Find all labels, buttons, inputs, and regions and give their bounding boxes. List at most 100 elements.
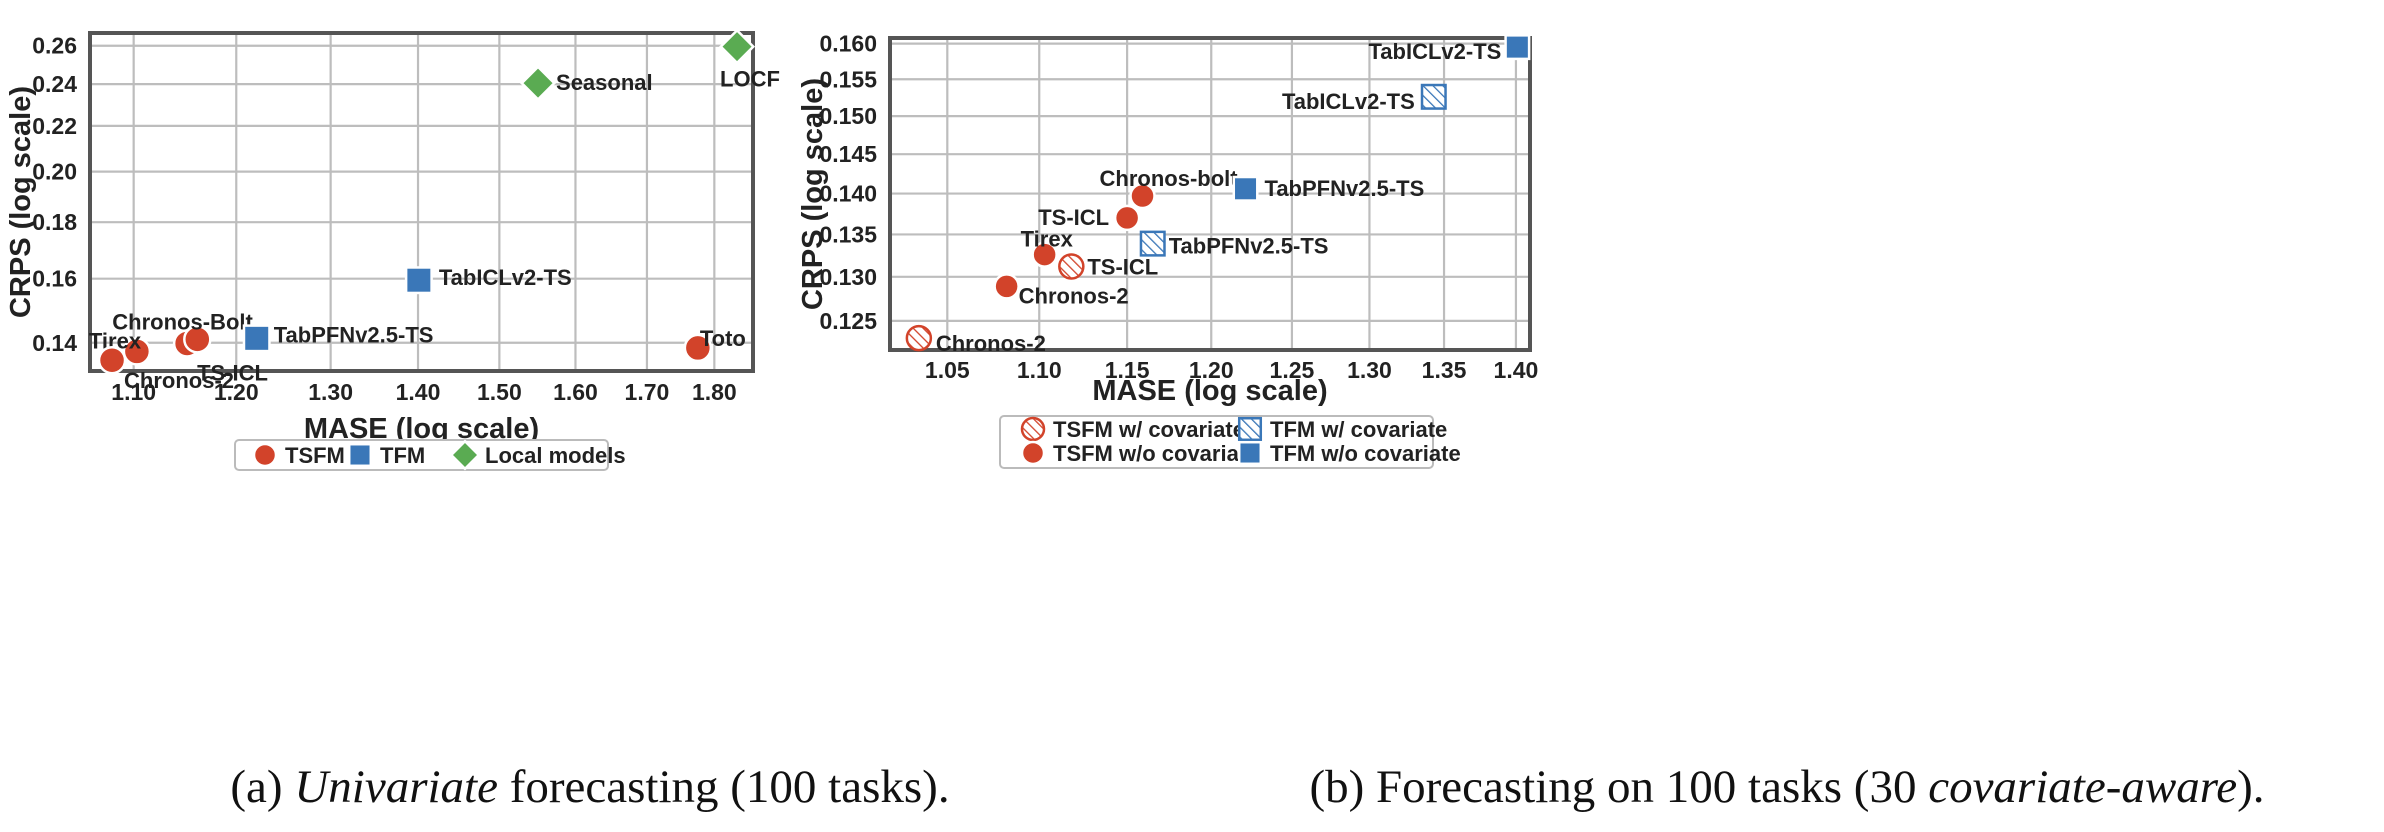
point-label: LOCF bbox=[720, 67, 780, 92]
x-tick-label: 1.40 bbox=[396, 379, 441, 405]
y-tick-label: 0.16 bbox=[32, 266, 77, 292]
caption-a-prefix: (a) bbox=[230, 761, 295, 813]
data-point-tabpfnv2-5-ts bbox=[1139, 230, 1166, 257]
data-point-tirex bbox=[1031, 241, 1058, 268]
caption-b-emphasis: covariate-aware bbox=[1928, 761, 2238, 813]
y-tick-label: 0.155 bbox=[819, 66, 877, 92]
caption-a-emphasis: Univariate bbox=[294, 761, 498, 813]
x-tick-label: 1.50 bbox=[477, 379, 522, 405]
data-point-chronos-bolt bbox=[1129, 182, 1156, 210]
data-point-toto bbox=[683, 333, 713, 363]
caption-a-suffix: forecasting (100 tasks). bbox=[497, 761, 950, 813]
x-tick-label: 1.20 bbox=[1189, 357, 1234, 383]
data-point-tabiclv2-ts bbox=[1420, 83, 1447, 110]
y-tick-label: 0.140 bbox=[819, 181, 877, 207]
legend-label: Local models bbox=[485, 443, 626, 468]
plot-frame bbox=[88, 31, 755, 373]
point-label: Chronos-2 bbox=[1019, 283, 1129, 308]
point-label: TS-ICL bbox=[1087, 254, 1158, 279]
y-tick-label: 0.24 bbox=[32, 71, 77, 97]
x-tick-label: 1.80 bbox=[692, 379, 737, 405]
legend-label: TSFM w/ covariate bbox=[1053, 417, 1245, 442]
legend-marker bbox=[1237, 416, 1263, 442]
point-label: Chronos-2 bbox=[124, 368, 234, 393]
caption-b-prefix: (b) Forecasting on 100 tasks (30 bbox=[1309, 761, 1929, 813]
y-axis-label: CRPS (log scale) bbox=[797, 78, 829, 310]
legend-box bbox=[999, 415, 1434, 469]
point-label: TabPFNv2.5-TS bbox=[274, 322, 434, 347]
y-tick-label: 0.150 bbox=[819, 103, 877, 129]
caption-b-suffix: ). bbox=[2237, 761, 2265, 813]
legend-label: TSFM bbox=[285, 443, 345, 468]
y-tick-label: 0.135 bbox=[819, 221, 877, 247]
point-label: Chronos-bolt bbox=[1100, 166, 1239, 191]
data-point-chronos-bolt bbox=[183, 325, 212, 354]
x-tick-label: 1.15 bbox=[1105, 357, 1150, 383]
legend-marker bbox=[449, 439, 481, 471]
x-tick-label: 1.35 bbox=[1422, 357, 1467, 383]
data-point-tabpfnv2-5-ts bbox=[242, 324, 271, 353]
x-tick-label: 1.70 bbox=[625, 379, 670, 405]
point-label: TabICLv2-TS bbox=[439, 265, 572, 290]
x-tick-label: 1.05 bbox=[925, 357, 970, 383]
x-tick-label: 1.25 bbox=[1270, 357, 1315, 383]
y-tick-label: 0.22 bbox=[32, 113, 77, 139]
plot-area bbox=[90, 33, 753, 371]
caption-b: (b) Forecasting on 100 tasks (30 covaria… bbox=[1190, 760, 2384, 814]
legend-marker bbox=[1237, 440, 1263, 466]
x-axis-label: MASE (log scale) bbox=[1092, 375, 1327, 407]
point-label: TabICLv2-TS bbox=[1369, 39, 1502, 64]
data-point-chronos-2 bbox=[993, 273, 1020, 300]
legend-label: TSFM w/o covariate bbox=[1053, 441, 1258, 466]
x-tick-label: 1.30 bbox=[308, 379, 353, 405]
y-tick-label: 0.26 bbox=[32, 33, 77, 59]
y-tick-label: 0.18 bbox=[32, 209, 77, 235]
point-label: Chronos-2 bbox=[936, 331, 1046, 356]
data-point-ts-icl bbox=[1113, 204, 1141, 232]
legend: TSFM w/ covariate TFM w/ covariate TSFM w/… bbox=[999, 415, 1461, 469]
legend-label: TFM bbox=[380, 443, 425, 468]
data-point-ts-icl bbox=[1058, 253, 1085, 280]
chart-panel-b: 1.05 1.10 1.15 1.20 1.25 1.30 1.35 1.40 0.125 0.1… bbox=[797, 31, 1539, 469]
data-point-tabiclv2-ts bbox=[1504, 34, 1531, 61]
x-tick-label: 1.10 bbox=[111, 379, 156, 405]
y-tick-label: 0.145 bbox=[819, 141, 877, 167]
y-tick-label: 0.160 bbox=[819, 31, 877, 57]
data-point-seasonal bbox=[520, 65, 557, 102]
point-label: TabPFNv2.5-TS bbox=[1265, 176, 1425, 201]
data-point-tabiclv2-ts bbox=[404, 266, 433, 295]
x-tick-label: 1.30 bbox=[1347, 357, 1392, 383]
y-tick-label: 0.125 bbox=[819, 308, 877, 334]
y-tick-label: 0.14 bbox=[32, 330, 77, 356]
legend-marker bbox=[252, 442, 278, 468]
legend-box bbox=[234, 439, 609, 471]
point-label: TS-ICL bbox=[1038, 205, 1109, 230]
legend: TSFM TFM Local models bbox=[234, 439, 626, 471]
legend-marker bbox=[1020, 416, 1046, 442]
caption-a: (a) Univariate forecasting (100 tasks). bbox=[0, 760, 1180, 814]
x-tick-label: 1.40 bbox=[1494, 357, 1539, 383]
point-label: Toto bbox=[700, 326, 746, 351]
y-tick-label: 0.20 bbox=[32, 159, 77, 185]
legend-label: TFM w/o covariate bbox=[1270, 441, 1461, 466]
point-label: TabICLv2-TS bbox=[1282, 89, 1415, 114]
data-point-tirex bbox=[122, 337, 152, 366]
data-point-chronos-2 bbox=[905, 324, 933, 352]
legend-label: TFM w/ covariate bbox=[1270, 417, 1447, 442]
data-point-chronos-2 bbox=[97, 345, 127, 375]
data-point-locf bbox=[719, 28, 756, 65]
point-label: TS-ICL bbox=[197, 360, 268, 385]
x-tick-label: 1.10 bbox=[1017, 357, 1062, 383]
y-tick-label: 0.130 bbox=[819, 264, 877, 290]
legend-marker bbox=[1020, 440, 1046, 466]
point-label: Seasonal bbox=[556, 70, 653, 95]
data-point-tabpfnv2-5-ts bbox=[1232, 175, 1259, 202]
point-label: Chronos-Bolt bbox=[112, 309, 253, 334]
point-label: Tirex bbox=[1021, 227, 1074, 252]
plot-frame bbox=[888, 36, 1532, 352]
point-label: TabPFNv2.5-TS bbox=[1169, 234, 1329, 259]
chart-panel-a: 1.10 1.20 1.30 1.40 1.50 1.60 1.70 1.80 0.14 0.16… bbox=[5, 28, 780, 471]
legend-marker bbox=[347, 442, 373, 468]
x-tick-label: 1.20 bbox=[214, 379, 259, 405]
